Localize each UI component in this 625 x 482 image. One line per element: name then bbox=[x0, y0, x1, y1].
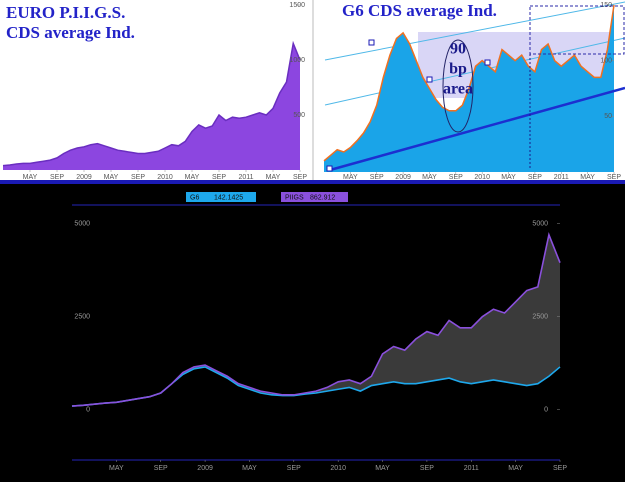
y-tick-label: 500 bbox=[293, 112, 305, 119]
legend-value: 862.912 bbox=[310, 194, 335, 201]
marker-square bbox=[426, 76, 433, 83]
x-tick-label: SEP bbox=[131, 174, 145, 181]
channel-line bbox=[324, 1, 625, 61]
y-tick-label: 0 bbox=[86, 407, 90, 414]
x-tick-label: 2009 bbox=[76, 174, 92, 181]
legend-tab bbox=[281, 192, 348, 202]
x-tick-label: SEP bbox=[370, 174, 384, 181]
x-tick-label: 2010 bbox=[474, 174, 490, 181]
dashed-box bbox=[529, 5, 625, 55]
x-tick-label: MAY bbox=[508, 465, 523, 472]
chart-title: G6 CDS average Ind. bbox=[342, 1, 497, 20]
annotation: bp bbox=[449, 61, 467, 78]
area-outline bbox=[2, 40, 301, 167]
x-tick-label: 2011 bbox=[238, 174, 253, 181]
x-tick-label: MAY bbox=[242, 465, 257, 472]
x-tick-label: SEP bbox=[293, 174, 307, 181]
y-tick-label: 1500 bbox=[289, 2, 305, 9]
legend-value: 142.1425 bbox=[214, 194, 243, 201]
annotation-ellipse bbox=[442, 39, 474, 133]
x-tick-label: SEP bbox=[420, 465, 434, 472]
x-tick-label: MAY bbox=[501, 174, 516, 181]
x-tick-label: SEP bbox=[528, 174, 542, 181]
legend-label: PIIGS bbox=[285, 194, 304, 201]
chart-subtitle: CDS average Ind. bbox=[6, 23, 135, 42]
y-tick-label: 5000 bbox=[74, 220, 90, 227]
y-tick-label: 2500 bbox=[532, 314, 548, 321]
legend-tab bbox=[186, 192, 256, 202]
chart-title: EURO P.I.I.G.S. bbox=[6, 3, 125, 22]
data-layer: MAY SEP 2009 MAY SEP 2010 MAY SEP 2011 MAY SEP5001… bbox=[2, 2, 621, 472]
x-tick-label: 2009 bbox=[197, 465, 213, 472]
x-tick-label: MAY bbox=[343, 174, 358, 181]
x-tick-label: MAY bbox=[580, 174, 595, 181]
legend-label: G6 bbox=[190, 194, 199, 201]
x-tick-label: MAY bbox=[109, 465, 124, 472]
trend-line bbox=[329, 86, 625, 172]
x-tick-label: 2009 bbox=[395, 174, 411, 181]
x-tick-label: SEP bbox=[212, 174, 226, 181]
x-tick-label: SEP bbox=[287, 465, 301, 472]
y-tick-label: 0 bbox=[544, 407, 548, 414]
x-tick-label: 2011 bbox=[554, 174, 569, 181]
y-tick-label: 50 bbox=[604, 113, 612, 120]
marker-square bbox=[368, 39, 375, 46]
x-tick-label: MAY bbox=[104, 174, 119, 181]
y-tick-label: 5000 bbox=[532, 220, 548, 227]
x-tick-label: MAY bbox=[23, 174, 38, 181]
x-tick-label: 2010 bbox=[157, 174, 173, 181]
spread-fill bbox=[72, 234, 560, 407]
x-tick-label: SEP bbox=[449, 174, 463, 181]
overlay-layer: EURO P.I.I.G.S. CDS average Ind. G6 CDS … bbox=[0, 1, 625, 202]
annotation: area bbox=[443, 81, 473, 98]
x-tick-label: MAY bbox=[375, 465, 390, 472]
line bbox=[71, 232, 561, 407]
x-tick-label: SEP bbox=[50, 174, 64, 181]
annotation: 90 bbox=[450, 41, 466, 58]
area-outline bbox=[323, 4, 615, 162]
y-tick-label: 1000 bbox=[289, 57, 305, 64]
separator-bar bbox=[0, 180, 625, 184]
marker-square bbox=[326, 165, 333, 172]
x-tick-label: MAY bbox=[422, 174, 437, 181]
panel-divider bbox=[312, 0, 314, 182]
x-tick-label: SEP bbox=[553, 465, 567, 472]
x-tick-label: 2011 bbox=[464, 465, 479, 472]
area bbox=[3, 43, 300, 170]
y-tick-label: 2500 bbox=[74, 314, 90, 321]
marker-square bbox=[484, 59, 491, 66]
x-tick-label: MAY bbox=[266, 174, 281, 181]
x-tick-label: SEP bbox=[607, 174, 621, 181]
y-tick-label: 150 bbox=[600, 2, 612, 9]
x-tick-label: 2010 bbox=[330, 465, 346, 472]
x-tick-label: MAY bbox=[185, 174, 200, 181]
x-tick-label: SEP bbox=[154, 465, 168, 472]
y-tick-label: 100 bbox=[600, 58, 612, 65]
